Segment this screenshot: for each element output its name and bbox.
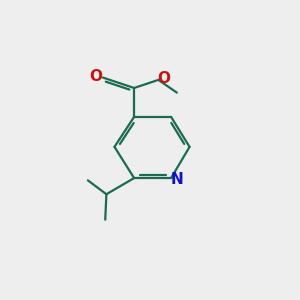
Text: O: O — [89, 69, 103, 84]
Text: O: O — [158, 71, 171, 86]
Text: N: N — [170, 172, 183, 187]
